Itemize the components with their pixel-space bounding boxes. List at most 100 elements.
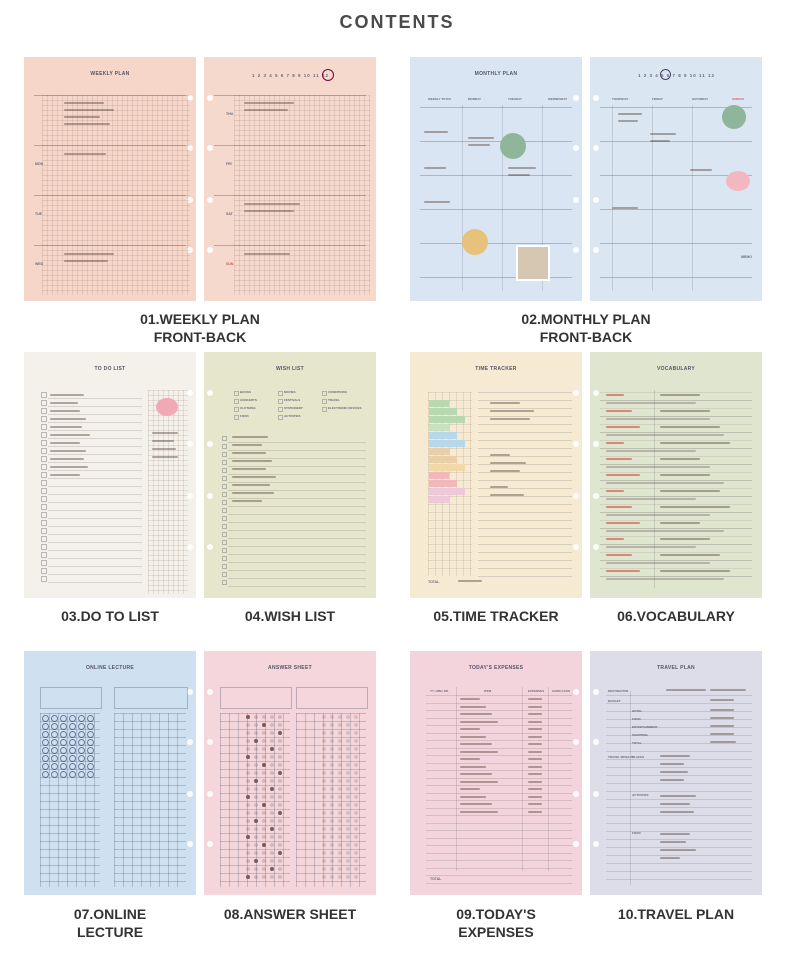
page-caption: 01.WEEKLY PLAN FRONT-BACK bbox=[24, 310, 376, 346]
answer-bubble bbox=[246, 811, 250, 815]
ruled-line bbox=[478, 512, 572, 513]
ruled-line bbox=[48, 438, 142, 439]
answer-bubble bbox=[354, 755, 358, 759]
binder-hole bbox=[207, 390, 213, 397]
checkbox bbox=[222, 452, 227, 457]
sheet-title: WEEKLY PLAN bbox=[90, 71, 130, 77]
answer-bubble bbox=[262, 875, 266, 879]
vocab-meaning bbox=[660, 426, 720, 428]
answer-bubble bbox=[346, 851, 350, 855]
sticker-green bbox=[500, 133, 526, 159]
caption-line-1: 03.DO TO LIST bbox=[61, 608, 159, 624]
answer-bubble bbox=[246, 723, 250, 727]
handwritten-note bbox=[710, 709, 734, 711]
ruled-line bbox=[426, 845, 572, 846]
answer-bubble bbox=[254, 851, 258, 855]
checkbox bbox=[41, 480, 47, 486]
answer-bubble bbox=[322, 739, 326, 743]
progress-circle bbox=[60, 731, 67, 738]
vocab-example bbox=[606, 562, 710, 564]
answer-bubble bbox=[262, 843, 266, 847]
progress-circle bbox=[87, 771, 94, 778]
answer-bubble bbox=[322, 779, 326, 783]
answer-bubble bbox=[270, 731, 274, 735]
day-divider bbox=[214, 245, 366, 246]
handwritten-note bbox=[232, 436, 268, 438]
ruled-line bbox=[606, 791, 752, 792]
ruled-line bbox=[228, 530, 366, 531]
ruled-line bbox=[48, 542, 142, 543]
answer-bubble bbox=[270, 867, 274, 871]
time-block bbox=[429, 440, 465, 447]
answer-bubble bbox=[278, 731, 282, 735]
caption-line-2: EXPENSES bbox=[458, 924, 534, 940]
sheet-title: ONLINE LECTURE bbox=[85, 665, 135, 671]
answer-bubble bbox=[338, 875, 342, 879]
answer-bubble bbox=[322, 755, 326, 759]
handwritten-note bbox=[458, 580, 482, 582]
ruled-line bbox=[48, 582, 142, 583]
binder-hole bbox=[573, 247, 579, 253]
day-column-line bbox=[502, 105, 503, 291]
checkbox bbox=[222, 500, 227, 505]
binder-hole bbox=[573, 739, 579, 745]
answer-bubble bbox=[278, 867, 282, 871]
planner-sheet: TRAVEL PLAN DESTINATION BUDGET HOTEL FOOD ENT… bbox=[590, 651, 762, 895]
ruled-line bbox=[606, 767, 752, 768]
ruled-line bbox=[426, 875, 572, 876]
expense-item bbox=[460, 728, 480, 730]
ruled-line bbox=[426, 777, 572, 779]
sheet-title: TO DO LIST bbox=[94, 366, 126, 372]
handwritten-note bbox=[660, 771, 688, 773]
answer-bubble bbox=[338, 859, 342, 863]
ruled-line bbox=[228, 490, 366, 491]
ruled-line bbox=[606, 783, 752, 784]
handwritten-note bbox=[490, 454, 510, 456]
ruled-line bbox=[478, 504, 572, 505]
answer-bubble bbox=[330, 731, 334, 735]
binder-hole bbox=[573, 390, 579, 397]
ruled-line bbox=[48, 422, 142, 423]
ruled-line bbox=[426, 867, 572, 869]
answer-bubble bbox=[278, 843, 282, 847]
day-column-line bbox=[692, 105, 693, 291]
vocab-meaning bbox=[660, 474, 710, 476]
progress-circle bbox=[60, 739, 67, 746]
ruled-line bbox=[228, 498, 366, 499]
handwritten-note bbox=[612, 207, 638, 209]
weekday-header: SUNDAY bbox=[732, 97, 745, 101]
answer-bubble bbox=[346, 787, 350, 791]
week-row-line bbox=[600, 277, 752, 278]
caption-line-1: 02.MONTHLY PLAN bbox=[521, 311, 651, 327]
sheet-title: TRAVEL PLAN bbox=[657, 665, 695, 671]
category-label: ELECTRONIC DEVICES bbox=[328, 406, 362, 410]
expense-amount bbox=[528, 735, 542, 738]
ruled-line bbox=[426, 695, 572, 696]
ruled-line bbox=[478, 576, 572, 577]
answer-bubble bbox=[246, 747, 250, 751]
handwritten-note bbox=[50, 450, 86, 452]
header-box bbox=[114, 687, 188, 709]
handwritten-note bbox=[660, 841, 686, 843]
answer-bubble bbox=[254, 779, 258, 783]
ruled-line bbox=[606, 839, 752, 840]
answer-bubble bbox=[246, 763, 250, 767]
checkbox bbox=[41, 488, 47, 494]
answer-bubble bbox=[262, 795, 266, 799]
day-divider bbox=[34, 245, 186, 246]
answer-bubble bbox=[322, 763, 326, 767]
answer-bubble bbox=[330, 787, 334, 791]
expense-amount bbox=[528, 788, 542, 790]
answer-bubble bbox=[346, 739, 350, 743]
handwritten-note bbox=[650, 133, 676, 135]
checkbox bbox=[41, 568, 47, 574]
weekday-header: SATURDAY bbox=[692, 97, 709, 101]
caption-line-1: 06.VOCABULARY bbox=[617, 608, 735, 624]
day-label: FRI bbox=[226, 162, 232, 166]
expense-item bbox=[460, 773, 492, 775]
weekday-header: WEDNESDAY bbox=[548, 97, 568, 101]
expense-item bbox=[460, 705, 486, 708]
ruled-line bbox=[478, 544, 572, 545]
planner-sheet: TODAY'S EXPENSES YY / MM / DD ITEM EXPENSES… bbox=[410, 651, 582, 895]
checkbox bbox=[41, 536, 47, 542]
